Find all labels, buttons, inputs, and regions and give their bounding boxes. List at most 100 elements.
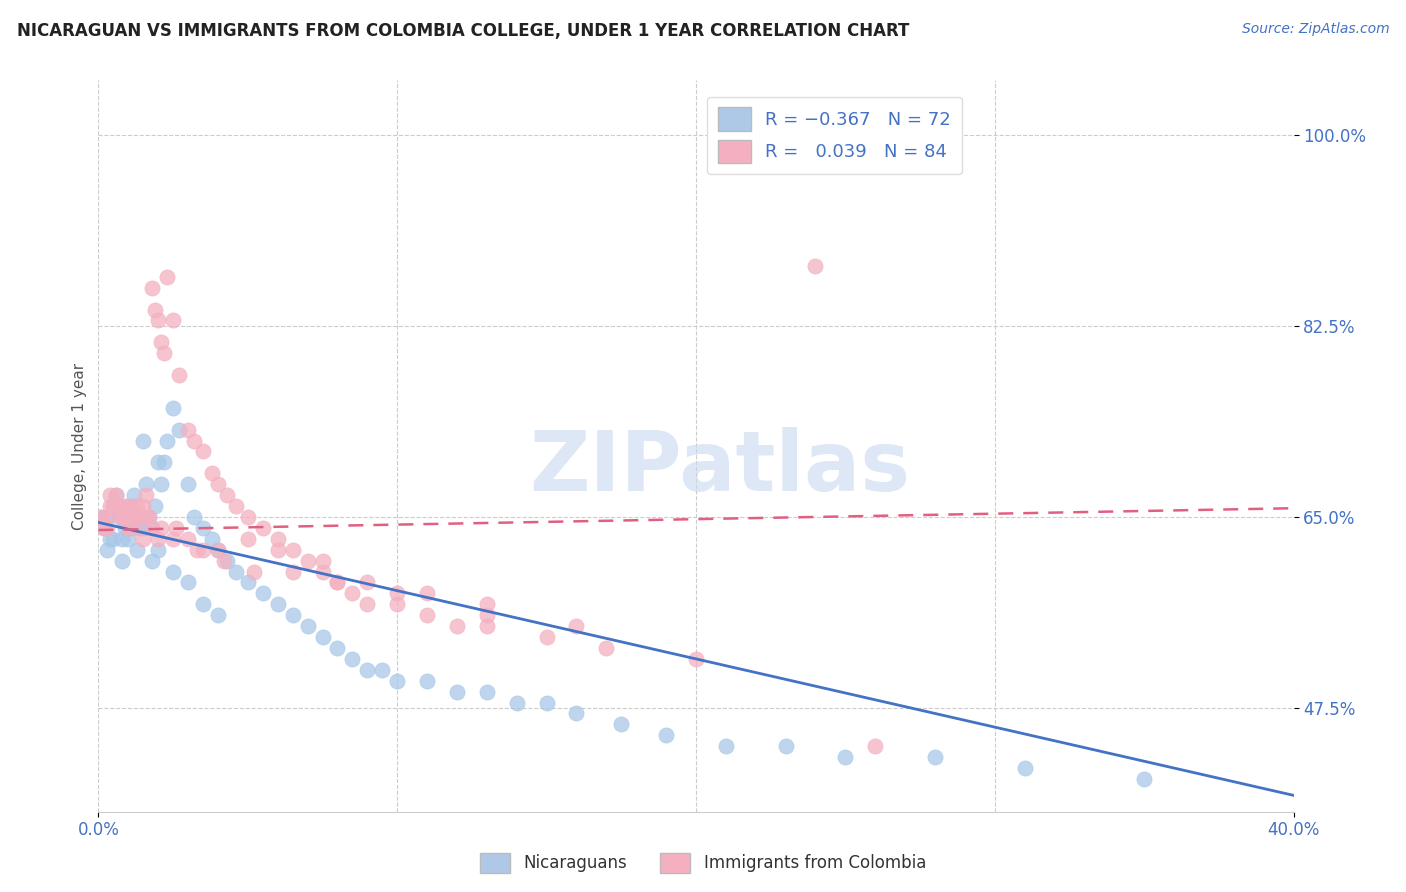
Point — [865, 739, 887, 754]
Point — [141, 554, 163, 568]
Point — [326, 575, 349, 590]
Point — [150, 521, 173, 535]
Point — [120, 521, 142, 535]
Point — [475, 684, 498, 698]
Point — [117, 499, 139, 513]
Point — [162, 401, 184, 415]
Point — [356, 575, 378, 590]
Point — [150, 477, 173, 491]
Point — [124, 510, 146, 524]
Point — [96, 510, 118, 524]
Point — [153, 346, 176, 360]
Point — [536, 696, 558, 710]
Point — [138, 510, 160, 524]
Point — [236, 532, 259, 546]
Point — [207, 477, 229, 491]
Y-axis label: College, Under 1 year: College, Under 1 year — [72, 362, 87, 530]
Point — [446, 684, 468, 698]
Point — [124, 510, 146, 524]
Point — [141, 521, 163, 535]
Point — [201, 532, 224, 546]
Point — [371, 663, 394, 677]
Point — [124, 488, 146, 502]
Point — [252, 521, 274, 535]
Point — [595, 640, 617, 655]
Point — [114, 521, 136, 535]
Point — [148, 542, 170, 557]
Point — [326, 575, 349, 590]
Point — [127, 510, 149, 524]
Point — [356, 597, 378, 611]
Point — [117, 510, 139, 524]
Point — [103, 499, 125, 513]
Point — [103, 532, 125, 546]
Point — [96, 510, 118, 524]
Point — [141, 281, 163, 295]
Point — [610, 717, 633, 731]
Point — [342, 586, 364, 600]
Point — [207, 542, 229, 557]
Point — [281, 565, 304, 579]
Point — [177, 532, 200, 546]
Point — [129, 521, 152, 535]
Point — [141, 521, 163, 535]
Point — [129, 510, 152, 524]
Point — [191, 542, 214, 557]
Point — [267, 597, 290, 611]
Point — [267, 542, 290, 557]
Point — [207, 542, 229, 557]
Point — [90, 510, 112, 524]
Point — [416, 608, 439, 623]
Point — [148, 532, 170, 546]
Point — [565, 706, 588, 721]
Point — [132, 521, 155, 535]
Point — [446, 619, 468, 633]
Point — [103, 499, 125, 513]
Text: NICARAGUAN VS IMMIGRANTS FROM COLOMBIA COLLEGE, UNDER 1 YEAR CORRELATION CHART: NICARAGUAN VS IMMIGRANTS FROM COLOMBIA C… — [17, 22, 910, 40]
Point — [215, 488, 238, 502]
Point — [281, 608, 304, 623]
Point — [385, 673, 409, 688]
Point — [385, 597, 409, 611]
Point — [108, 510, 131, 524]
Point — [148, 455, 170, 469]
Point — [342, 652, 364, 666]
Point — [207, 608, 229, 623]
Point — [117, 510, 139, 524]
Point — [117, 532, 139, 546]
Point — [135, 510, 157, 524]
Legend: R = −0.367   N = 72, R =   0.039   N = 84: R = −0.367 N = 72, R = 0.039 N = 84 — [707, 96, 962, 174]
Point — [117, 521, 139, 535]
Point — [108, 499, 131, 513]
Point — [162, 565, 184, 579]
Point — [111, 510, 134, 524]
Point — [127, 499, 149, 513]
Point — [111, 532, 134, 546]
Point — [156, 269, 179, 284]
Point — [225, 565, 247, 579]
Point — [138, 510, 160, 524]
Point — [98, 532, 122, 546]
Point — [111, 510, 134, 524]
Point — [96, 542, 118, 557]
Point — [685, 652, 707, 666]
Point — [177, 575, 200, 590]
Point — [326, 640, 349, 655]
Point — [150, 335, 173, 350]
Point — [105, 488, 128, 502]
Point — [804, 259, 827, 273]
Point — [105, 488, 128, 502]
Point — [416, 673, 439, 688]
Point — [281, 542, 304, 557]
Point — [536, 630, 558, 644]
Point — [111, 554, 134, 568]
Point — [191, 444, 214, 458]
Point — [655, 728, 678, 742]
Point — [127, 542, 149, 557]
Point — [143, 302, 166, 317]
Point — [90, 510, 112, 524]
Point — [1133, 772, 1156, 786]
Point — [385, 586, 409, 600]
Legend: Nicaraguans, Immigrants from Colombia: Nicaraguans, Immigrants from Colombia — [474, 847, 932, 880]
Point — [186, 542, 208, 557]
